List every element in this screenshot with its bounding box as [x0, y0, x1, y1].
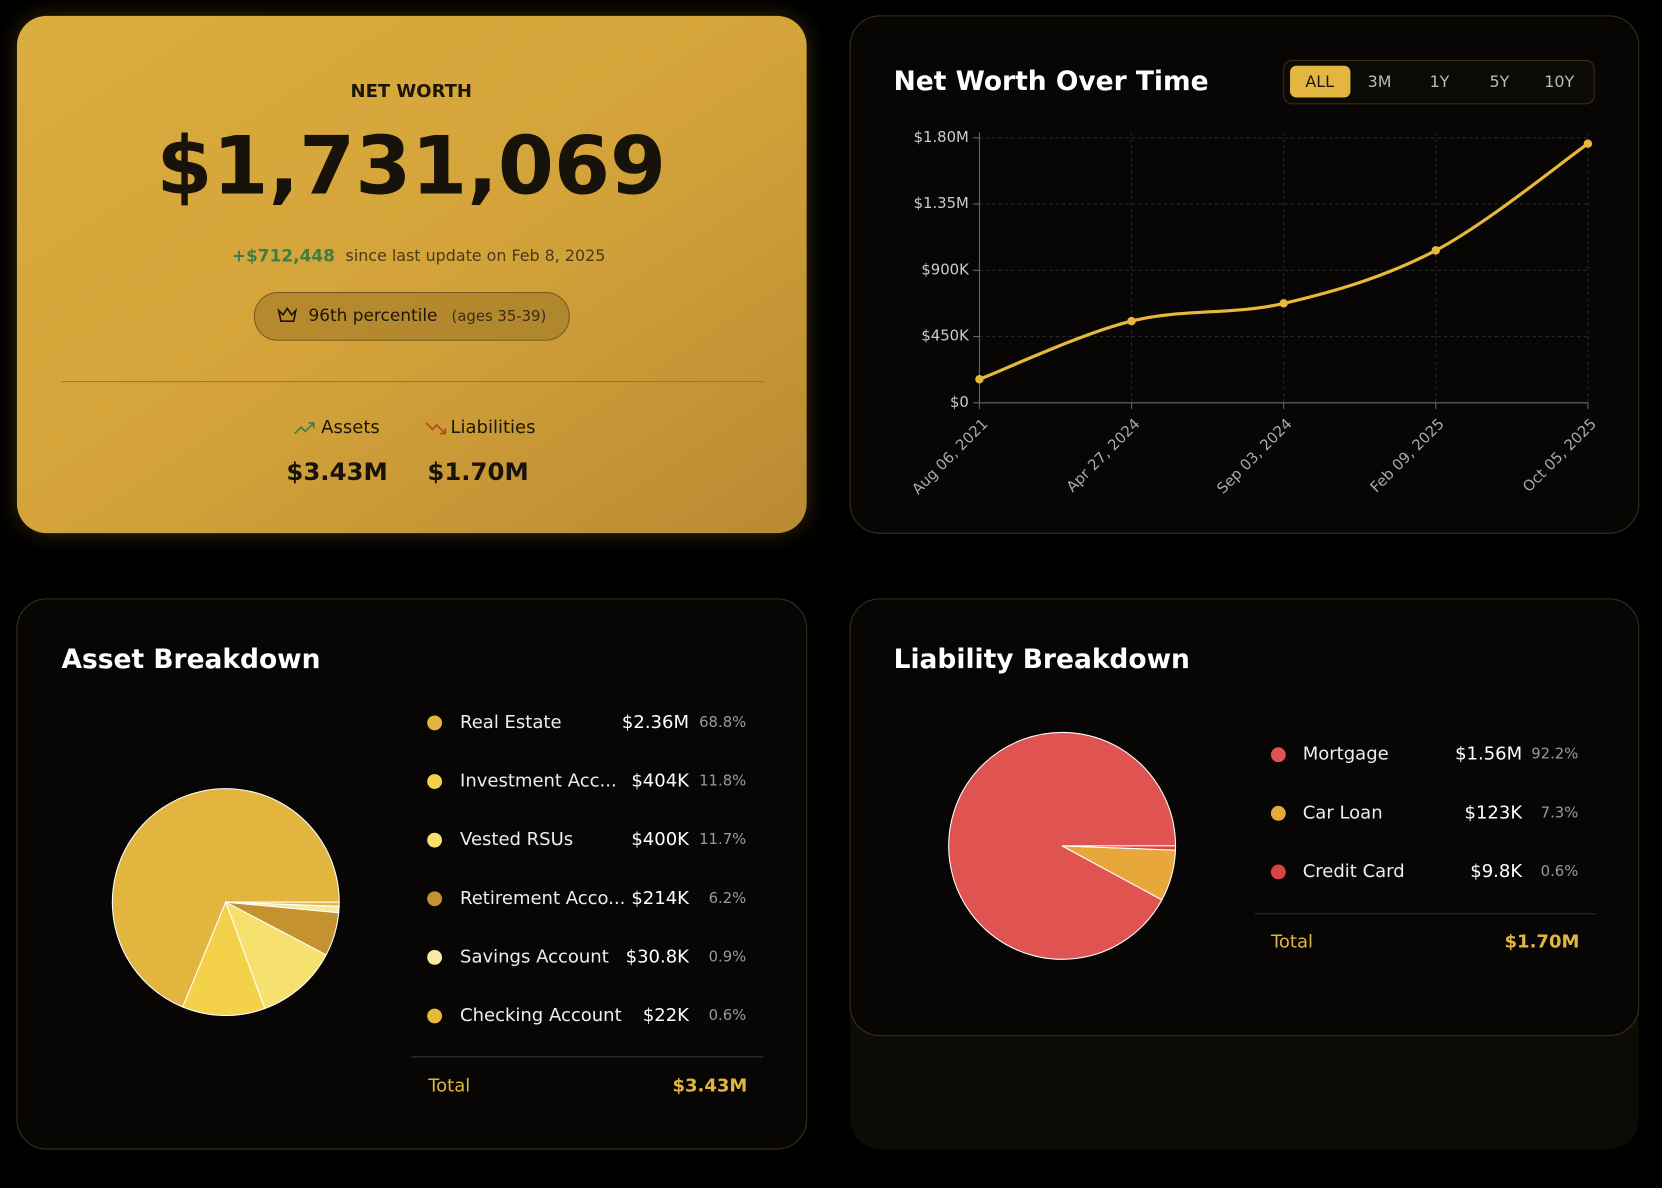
percentile-badge	[253, 292, 570, 341]
down-icon	[425, 422, 447, 435]
legend-dot	[1270, 864, 1286, 880]
line-title: Net Worth Over Time	[894, 66, 1209, 97]
y-tick-label: $450K	[921, 328, 970, 345]
line-point	[1279, 299, 1288, 308]
legend-dot	[427, 1008, 443, 1024]
total-value: $3.43M	[672, 1076, 747, 1097]
legend-percent: 68.8%	[699, 714, 746, 731]
range-selector	[1283, 59, 1595, 105]
legend-percent: 6.2%	[709, 890, 747, 907]
legend-name: Vested RSUs	[460, 829, 573, 850]
y-tick-label: $0	[950, 394, 969, 411]
legend-amount: $1.56M	[1455, 744, 1522, 765]
line-point	[1127, 316, 1136, 326]
range-button[interactable]: 10Y	[1544, 72, 1574, 91]
assets-label: Assets	[321, 417, 380, 438]
pie-slice	[1062, 845, 1177, 851]
total-value: $1.70M	[1505, 931, 1580, 952]
legend-dot	[427, 891, 443, 907]
legend-dot	[427, 774, 443, 789]
net-worth-value: $1,731,069	[156, 119, 666, 213]
range-button[interactable]: 1Y	[1430, 72, 1450, 91]
legend-name: Checking Account	[460, 1005, 622, 1026]
legend-dot	[1270, 805, 1286, 821]
legend-amount: $9.8K	[1470, 861, 1523, 882]
legend-percent: 7.3%	[1541, 804, 1579, 821]
legend-name: Car Loan	[1303, 802, 1383, 823]
liabilities-value: $1.70M	[427, 457, 528, 486]
legend-name: Mortgage	[1303, 744, 1389, 765]
legend-name: Investment Acc...	[460, 771, 617, 792]
y-tick-label: $900K	[921, 261, 970, 278]
legend-percent: 0.6%	[1541, 863, 1579, 880]
legend-amount: $22K	[643, 1005, 690, 1026]
legend-dot	[427, 715, 443, 731]
up-icon	[294, 422, 315, 435]
legend-dot	[427, 832, 443, 848]
total-label: Total	[1270, 931, 1313, 952]
legend-percent: 11.8%	[699, 773, 746, 790]
legend-name: Retirement Acco...	[460, 888, 625, 909]
legend-percent: 11.7%	[699, 831, 746, 848]
pie-slice	[111, 788, 340, 1008]
legend-amount: $2.36M	[622, 712, 689, 733]
range-button[interactable]: ALL	[1305, 72, 1334, 91]
change-note: since last update on Feb 8, 2025	[346, 246, 606, 265]
legend-percent: 0.6%	[709, 1007, 747, 1024]
liability-title: Liability Breakdown	[894, 644, 1190, 675]
crown-icon	[277, 306, 298, 323]
line-point	[1583, 139, 1593, 148]
assets-value: $3.43M	[286, 457, 387, 486]
net-worth-label: NET WORTH	[351, 81, 472, 102]
range-button-active[interactable]	[1290, 65, 1351, 98]
net-worth-card	[16, 15, 807, 534]
y-tick-label: $1.80M	[914, 129, 969, 146]
legend-name: Real Estate	[460, 712, 562, 733]
liabilities-label: Liabilities	[450, 417, 535, 438]
legend-amount: $123K	[1465, 802, 1524, 823]
legend-name: Savings Account	[460, 946, 609, 967]
total-label: Total	[427, 1076, 470, 1097]
percentile: 96th percentile	[308, 305, 437, 325]
y-tick-label: $1.35M	[914, 195, 969, 212]
legend-dot	[1270, 747, 1286, 763]
legend-amount: $404K	[631, 771, 690, 792]
pie-slice	[224, 900, 327, 1010]
line-point	[1431, 246, 1441, 255]
legend-name: Credit Card	[1303, 861, 1405, 882]
legend-amount: $214K	[631, 888, 690, 909]
pie-slice	[182, 900, 266, 1016]
legend-amount: $400K	[631, 829, 690, 850]
line-card	[849, 15, 1640, 534]
legend-percent: 0.9%	[709, 948, 747, 965]
range-button[interactable]: 3M	[1368, 72, 1392, 91]
legend-dot	[427, 949, 443, 965]
legend-amount: $30.8K	[626, 946, 691, 967]
legend-percent: 92.2%	[1531, 746, 1578, 763]
percentile-note: (ages 35-39)	[452, 308, 547, 325]
range-button[interactable]: 5Y	[1489, 72, 1509, 91]
pie-slice	[225, 901, 340, 907]
change-value: +$712,448	[232, 246, 335, 266]
asset-title: Asset Breakdown	[61, 644, 320, 675]
line-point	[975, 375, 984, 384]
